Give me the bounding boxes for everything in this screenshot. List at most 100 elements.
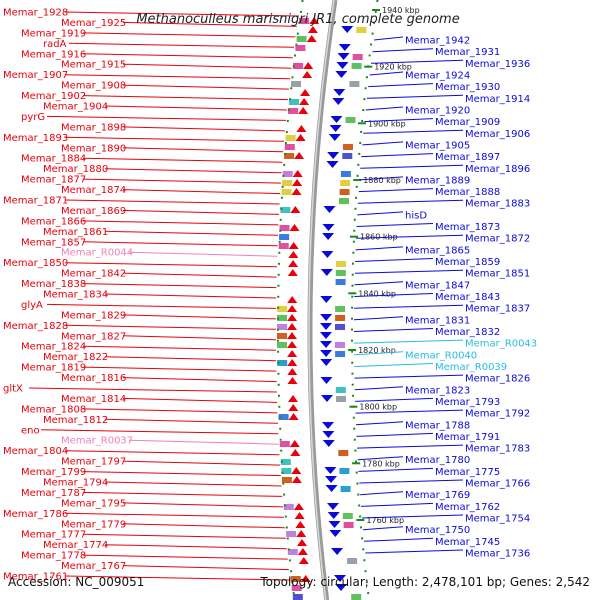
right-gene-label[interactable]: Memar_1865 [405,245,470,256]
left-gene-label[interactable]: Memar_1902 [21,91,86,102]
left-gene-label[interactable]: Memar_1808 [21,404,86,415]
right-gene-label[interactable]: Memar_1793 [435,397,500,408]
left-gene-label[interactable]: Memar_1795 [61,498,126,509]
left-gene-label[interactable]: Memar_1908 [61,81,126,92]
left-gene-label[interactable]: Memar_1877 [21,175,86,186]
left-gene-label[interactable]: Memar_1834 [43,290,108,301]
left-gene-label[interactable]: eno [21,425,40,436]
left-gene-label[interactable]: Memar_1916 [21,49,86,60]
right-gene-label[interactable]: Memar_1914 [465,94,530,105]
right-gene-label[interactable]: Memar_1826 [465,374,530,385]
right-gene-label[interactable]: Memar_1823 [405,385,470,396]
right-gene-label[interactable]: Memar_1745 [435,537,500,548]
right-gene-label[interactable]: Memar_1750 [405,525,470,536]
right-gene-label[interactable]: Memar_1791 [435,432,500,443]
left-gene-label[interactable]: glyA [21,300,43,311]
left-gene-label[interactable]: Memar_R0044 [61,248,133,259]
right-gene-label[interactable]: Memar_1792 [465,409,530,420]
right-gene-label[interactable]: Memar_1780 [405,455,470,466]
right-gene-label[interactable]: Memar_1924 [405,71,470,82]
left-gene-label[interactable]: Memar_1880 [43,164,108,175]
right-gene-label[interactable]: Memar_1754 [465,514,530,525]
left-gene-label[interactable]: Memar_1857 [21,237,86,248]
right-gene-label[interactable]: Memar_1906 [465,129,530,140]
right-gene-label[interactable]: hisD [405,210,427,221]
left-gene-label[interactable]: Memar_1816 [61,373,126,384]
right-gene-label[interactable]: Memar_R0043 [465,339,537,350]
right-gene-label[interactable]: Memar_1873 [435,222,500,233]
left-gene-label[interactable]: Memar_1898 [61,122,126,133]
right-gene-label[interactable]: Memar_1897 [435,152,500,163]
right-gene-label[interactable]: Memar_R0040 [405,350,477,361]
left-gene-label[interactable]: Memar_1928 [3,8,68,19]
right-gene-label[interactable]: Memar_1942 [405,36,470,47]
left-gene-label[interactable]: Memar_1777 [21,530,86,541]
right-gene-label[interactable]: Memar_1905 [405,140,470,151]
left-gene-label[interactable]: Memar_1787 [21,488,86,499]
left-gene-label[interactable]: Memar_1829 [61,310,126,321]
right-gene-label[interactable]: Memar_1883 [465,199,530,210]
left-gene-label[interactable]: Memar_1819 [21,363,86,374]
left-gene-label[interactable]: radA [43,39,67,50]
left-gene-label[interactable]: Memar_1827 [61,331,126,342]
left-gene-label[interactable]: Memar_1786 [3,509,68,520]
left-gene-label[interactable]: Memar_R0037 [61,436,133,447]
left-gene-label[interactable]: Memar_1812 [43,415,108,426]
right-gene-label[interactable]: Memar_1847 [405,280,470,291]
left-gene-label[interactable]: Memar_1828 [3,321,68,332]
left-gene-label[interactable]: Memar_1779 [61,519,126,530]
left-gene-label[interactable]: Memar_1822 [43,352,108,363]
right-gene-label[interactable]: Memar_1851 [465,269,530,280]
left-gene-label[interactable]: Memar_1850 [3,258,68,269]
right-gene-label[interactable]: Memar_1859 [435,257,500,268]
left-gene-label[interactable]: Memar_1890 [61,143,126,154]
left-gene-label[interactable]: Memar_1774 [43,540,108,551]
right-gene-label[interactable]: Memar_1930 [435,82,500,93]
right-gene-label[interactable]: Memar_1872 [465,234,530,245]
left-gene-label[interactable]: Memar_1893 [3,133,68,144]
left-gene-label[interactable]: Memar_1761 [3,572,68,583]
right-gene-label[interactable]: Memar_1888 [435,187,500,198]
right-gene-label[interactable]: Memar_1909 [435,117,500,128]
left-gene-label[interactable]: Memar_1884 [21,154,86,165]
right-gene-label[interactable]: Memar_1766 [465,479,530,490]
right-gene-label[interactable]: Memar_1831 [405,315,470,326]
left-gene-label[interactable]: Memar_1799 [21,467,86,478]
left-gene-label[interactable]: Memar_1842 [61,269,126,280]
left-gene-label[interactable]: Memar_1915 [61,60,126,71]
left-gene-label[interactable]: pyrG [21,112,45,123]
right-gene-label[interactable]: Memar_1736 [465,549,530,560]
right-gene-label[interactable]: Memar_1936 [465,59,530,70]
left-gene-label[interactable]: Memar_1861 [43,227,108,238]
left-gene-label[interactable]: Memar_1874 [61,185,126,196]
right-gene-label[interactable]: Memar_1788 [405,420,470,431]
left-gene-label[interactable]: Memar_1794 [43,478,108,489]
right-gene-label[interactable]: Memar_1762 [435,502,500,513]
right-gene-label[interactable]: Memar_1931 [435,47,500,58]
right-gene-label[interactable]: Memar_1775 [435,467,500,478]
left-gene-label[interactable]: Memar_1904 [43,102,108,113]
right-gene-label[interactable]: Memar_1896 [465,164,530,175]
right-gene-label[interactable]: Memar_1769 [405,490,470,501]
left-gene-label[interactable]: Memar_1866 [21,216,86,227]
right-gene-label[interactable]: Memar_1843 [435,292,500,303]
left-gene-label[interactable]: Memar_1869 [61,206,126,217]
left-gene-label[interactable]: Memar_1804 [3,446,68,457]
left-gene-label[interactable]: Memar_1778 [21,551,86,562]
left-gene-label[interactable]: Memar_1838 [21,279,86,290]
left-gene-label[interactable]: gltX [3,384,23,395]
right-gene-label[interactable]: Memar_1889 [405,175,470,186]
right-gene-label[interactable]: Memar_1920 [405,106,470,117]
left-gene-label[interactable]: Memar_1767 [61,561,126,572]
right-gene-label[interactable]: Memar_1837 [465,304,530,315]
left-gene-label[interactable]: Memar_1814 [61,394,126,405]
right-gene-label[interactable]: Memar_1832 [435,327,500,338]
left-gene-label[interactable]: Memar_1925 [61,18,126,29]
left-gene-label[interactable]: Memar_1919 [21,28,86,39]
left-gene-label[interactable]: Memar_1797 [61,457,126,468]
left-gene-label[interactable]: Memar_1824 [21,342,86,353]
right-gene-label[interactable]: Memar_R0039 [435,362,507,373]
left-gene-label[interactable]: Memar_1907 [3,70,68,81]
right-gene-label[interactable]: Memar_1783 [465,444,530,455]
left-gene-label[interactable]: Memar_1871 [3,196,68,207]
